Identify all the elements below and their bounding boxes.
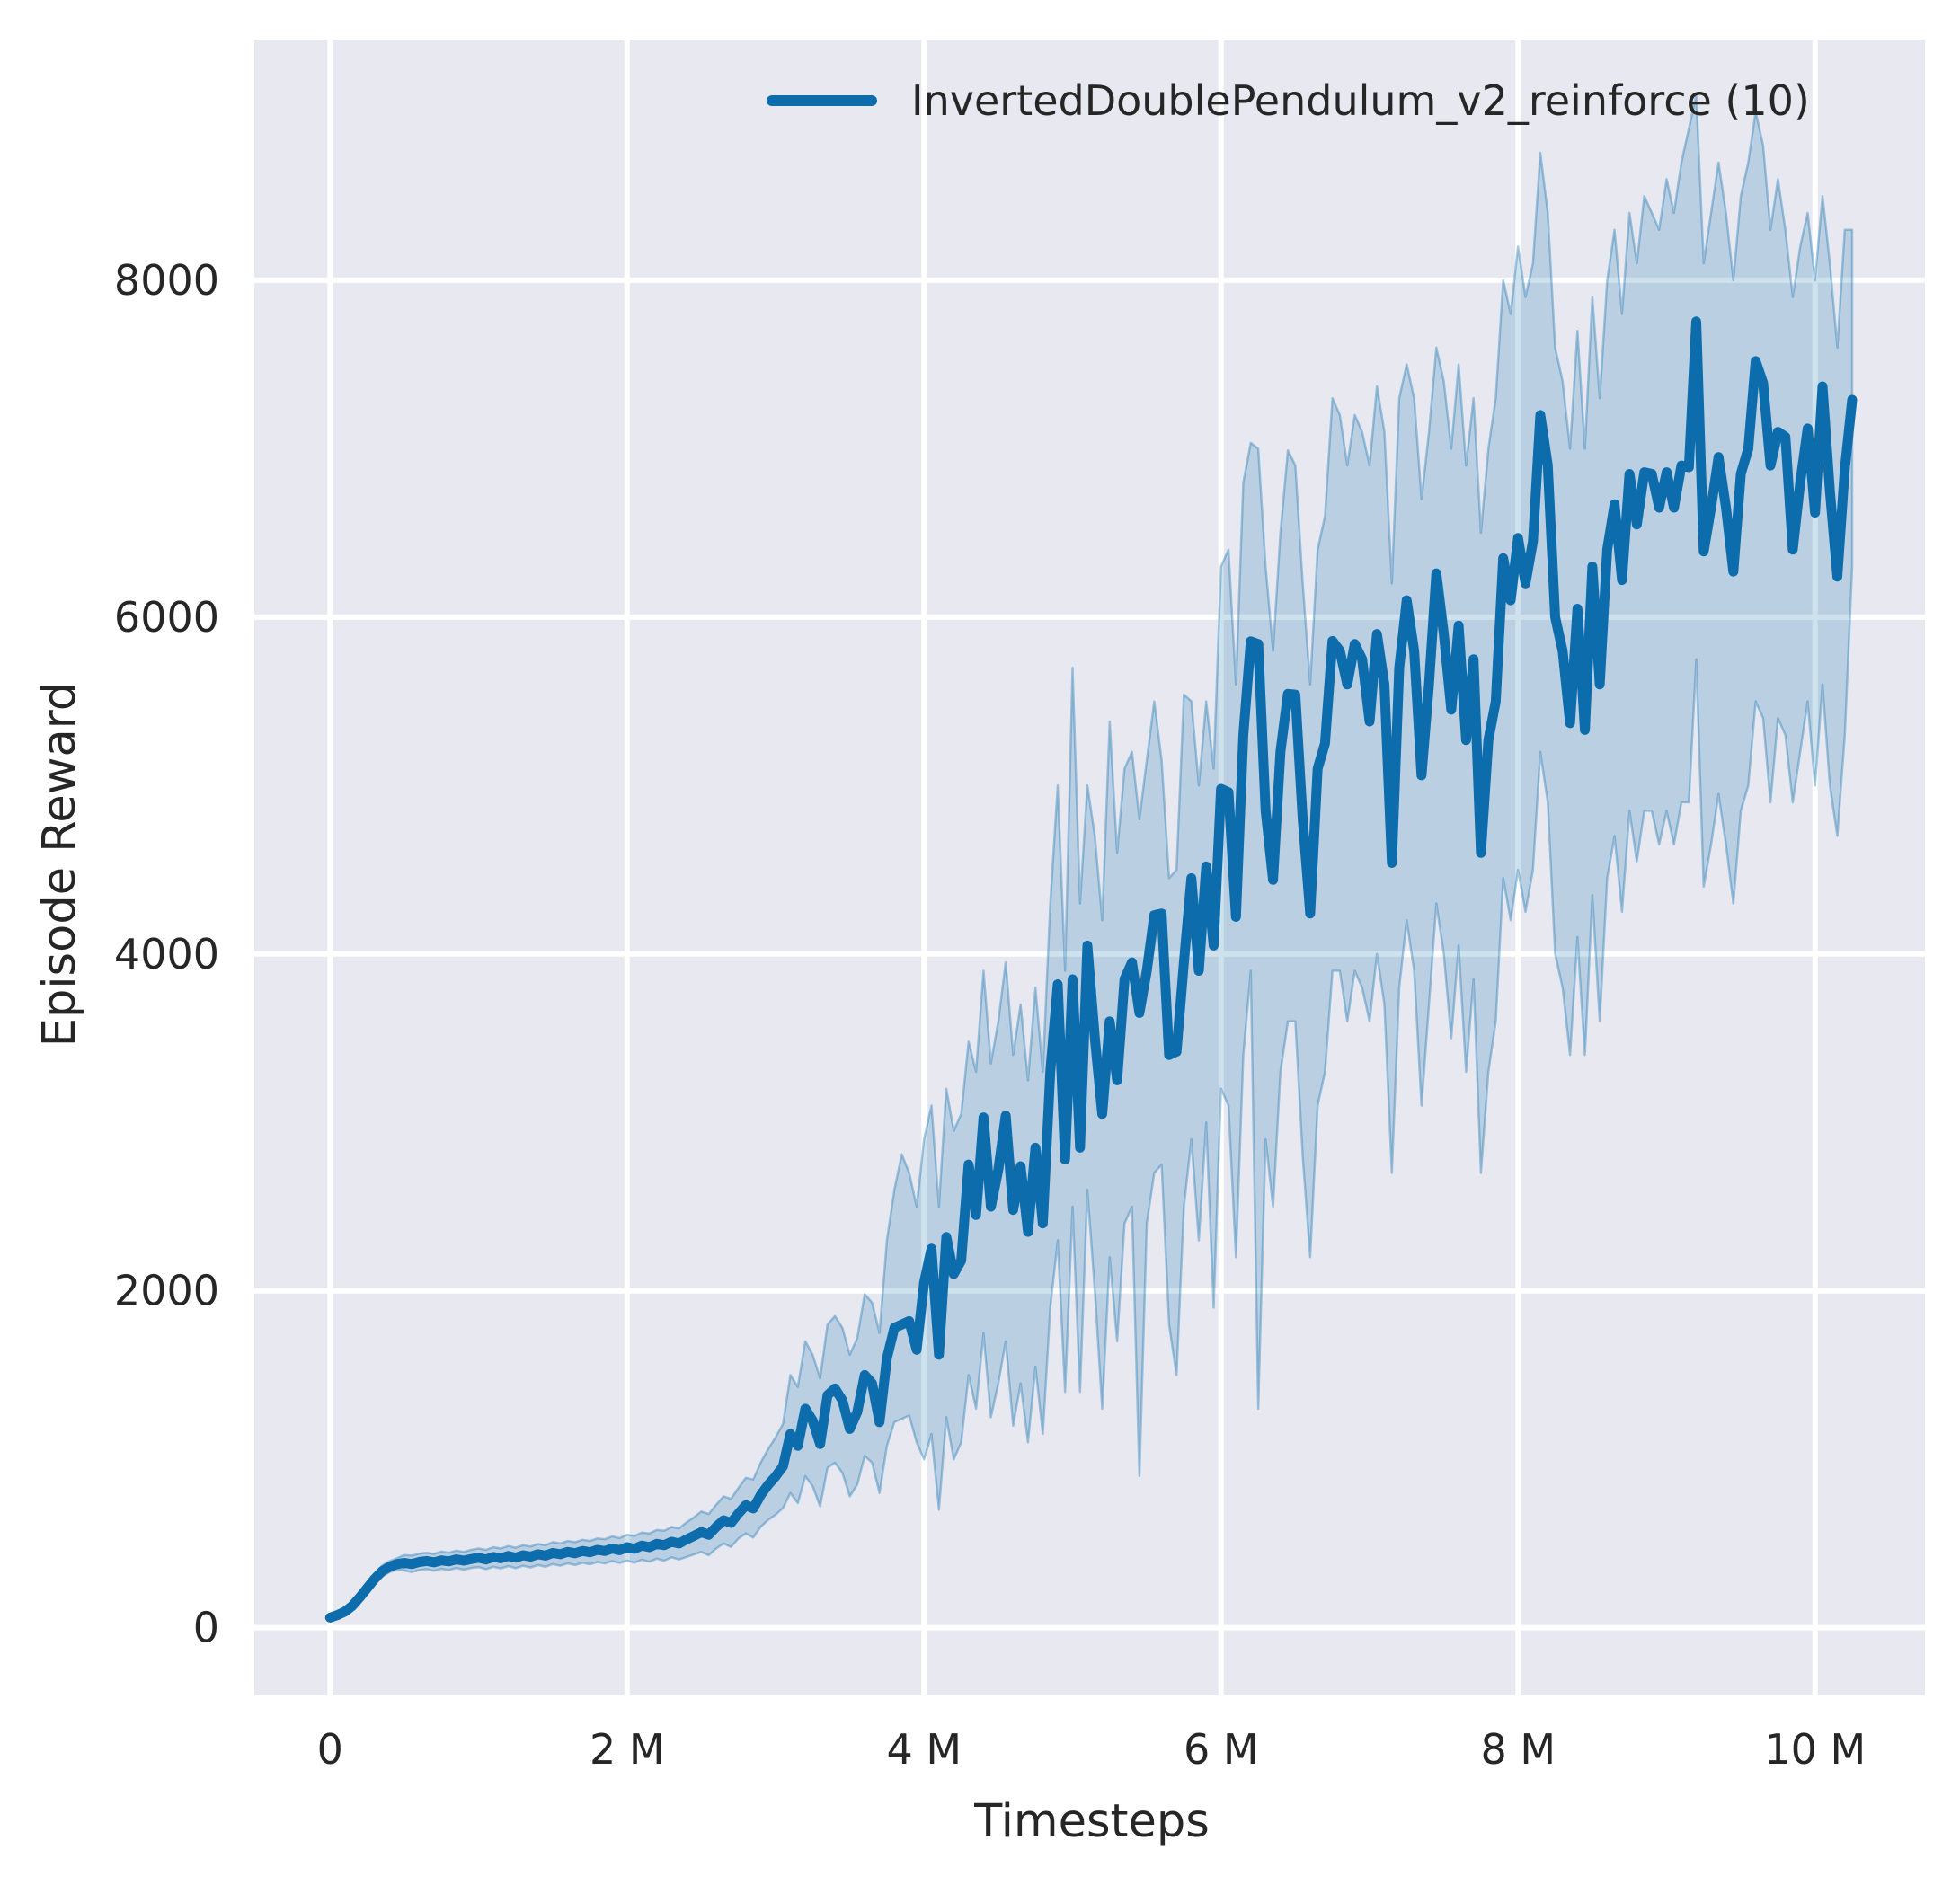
confidence-band-area bbox=[329, 93, 1854, 1621]
x-tick-label: 6 M bbox=[1184, 1725, 1259, 1774]
tick-labels: 0 2 M 4 M 6 M 8 M 10 M 0 2000 4000 6000 8000 bbox=[114, 256, 1866, 1774]
plot-background bbox=[254, 40, 1925, 1695]
x-axis-label: Timesteps bbox=[974, 1795, 1210, 1848]
x-tick-label: 2 M bbox=[590, 1725, 665, 1774]
legend: InvertedDoublePendulum_v2_reinforce (10) bbox=[767, 73, 1810, 128]
legend-line-swatch bbox=[767, 95, 877, 106]
y-tick-label: 0 bbox=[193, 1604, 219, 1652]
mean-line-path bbox=[324, 316, 1858, 1623]
x-tick-label: 4 M bbox=[886, 1725, 962, 1774]
y-tick-label: 8000 bbox=[114, 256, 219, 305]
y-tick-label: 2000 bbox=[114, 1267, 219, 1315]
x-tick-label: 8 M bbox=[1480, 1725, 1556, 1774]
x-tick-label: 10 M bbox=[1764, 1725, 1866, 1774]
y-tick-label: 6000 bbox=[114, 593, 219, 642]
mean-line bbox=[324, 316, 1858, 1623]
y-axis-label: Episode Reward bbox=[32, 681, 86, 1048]
legend-label: InvertedDoublePendulum_v2_reinforce (10) bbox=[911, 76, 1810, 125]
gridlines bbox=[254, 40, 1925, 1695]
y-tick-label: 4000 bbox=[114, 930, 219, 978]
confidence-band bbox=[329, 93, 1854, 1621]
x-tick-label: 0 bbox=[317, 1725, 343, 1774]
